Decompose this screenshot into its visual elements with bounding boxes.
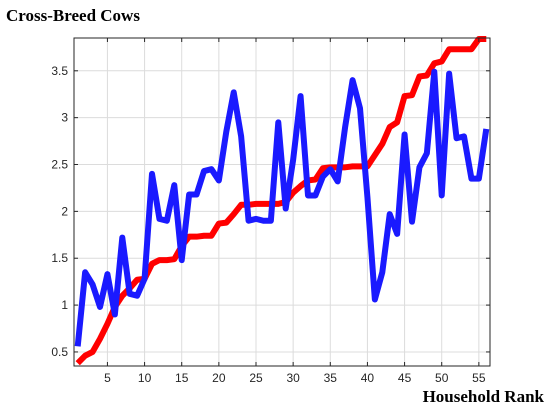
y-tick-label: 3.5 <box>51 64 68 78</box>
y-tick-label: 2.5 <box>51 158 68 172</box>
x-axis-label: Household Rank <box>422 387 544 406</box>
x-tick-label: 30 <box>286 371 300 385</box>
axes-box <box>73 37 491 367</box>
y-tick-label: 3 <box>61 111 68 125</box>
x-tick-label: 5 <box>104 371 111 385</box>
y-tick-label: 1.5 <box>51 251 68 265</box>
y-tick-label: 1 <box>61 298 68 312</box>
x-tick-label: 25 <box>249 371 263 385</box>
x-tick-label: 15 <box>175 371 189 385</box>
y-tick-label: 0.5 <box>51 345 68 359</box>
x-tick-label: 55 <box>472 371 486 385</box>
x-tick-label: 20 <box>212 371 226 385</box>
x-tick-label: 45 <box>398 371 412 385</box>
x-tick-label: 40 <box>361 371 375 385</box>
x-tick-label: 50 <box>435 371 449 385</box>
series-line-2 <box>74 68 490 347</box>
y-tick-label: 2 <box>61 204 68 218</box>
x-tick-label: 35 <box>324 371 338 385</box>
x-tick-label: 10 <box>138 371 152 385</box>
chart-title: Cross-Breed Cows <box>6 6 140 25</box>
